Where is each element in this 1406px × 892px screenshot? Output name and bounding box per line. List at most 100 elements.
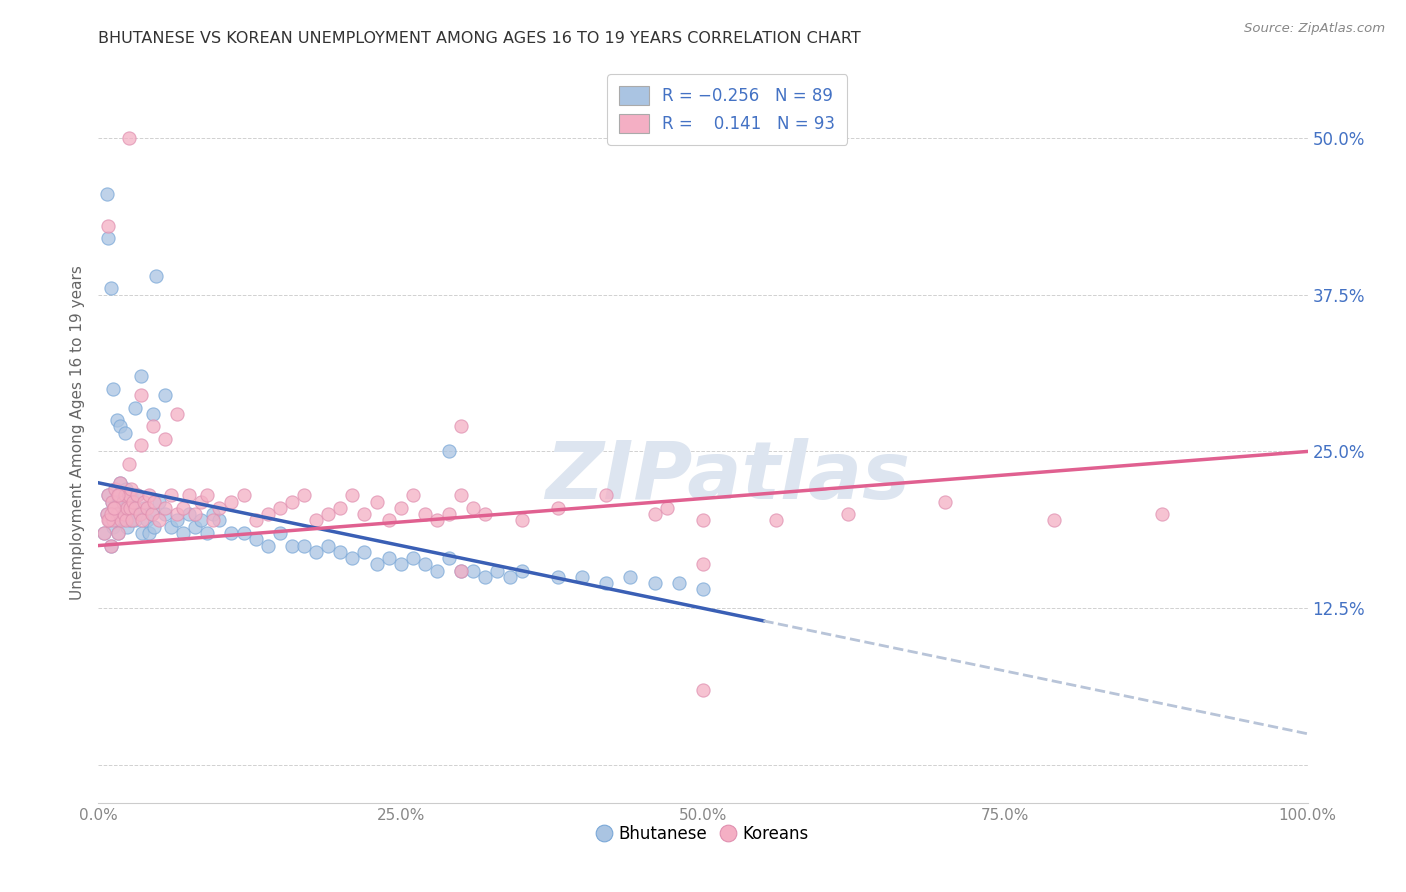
Point [655,500,678,515]
Point [208,513,231,527]
Point [329,545,352,559]
Point [117,500,139,515]
Point [595,576,617,591]
Point [103,500,125,515]
Point [221,526,243,541]
Point [138,526,160,541]
Point [692,513,714,527]
Point [232,526,254,541]
Point [305,545,328,559]
Point [232,488,254,502]
Point [138,488,160,502]
Point [127,488,149,502]
Point [463,564,485,578]
Point [104,482,127,496]
Point [118,494,141,508]
Point [305,513,328,527]
Point [281,494,304,508]
Point [366,494,388,508]
Point [103,500,125,515]
Point [100,281,122,295]
Point [118,488,141,502]
Point [463,500,485,515]
Point [437,551,460,566]
Point [153,507,176,521]
Point [108,419,131,434]
Point [269,526,291,541]
Point [114,425,136,440]
Point [131,526,153,541]
Point [134,500,156,515]
Point [107,526,129,541]
Point [329,500,352,515]
Point [426,564,449,578]
Point [108,475,131,490]
Point [195,488,218,502]
Point [118,130,141,145]
Point [269,500,291,515]
Point [97,219,120,233]
Point [644,507,666,521]
Point [1152,507,1174,521]
Point [402,551,425,566]
Point [510,564,533,578]
Point [142,419,165,434]
Point [402,488,425,502]
Point [281,539,304,553]
Point [160,488,183,502]
Point [474,570,496,584]
Point [160,520,183,534]
Point [353,545,375,559]
Point [118,457,141,471]
Point [97,488,120,502]
Point [450,419,472,434]
Point [135,513,157,527]
Point [98,513,121,527]
Point [426,513,449,527]
Point [100,539,122,553]
Point [450,564,472,578]
Point [143,520,166,534]
Point [93,526,115,541]
Point [101,382,124,396]
Point [117,520,139,534]
Point [316,507,339,521]
Point [366,558,388,572]
Point [195,526,218,541]
Point [316,539,339,553]
Point [121,513,143,527]
Point [245,533,267,547]
Point [101,513,124,527]
Point [256,539,278,553]
Point [166,507,188,521]
Point [619,570,641,584]
Point [179,488,201,502]
Point [437,507,460,521]
Point [98,513,121,527]
Point [105,413,128,427]
Point [571,570,593,584]
Point [166,407,188,421]
Point [129,388,152,402]
Point [128,507,150,521]
Point [96,507,118,521]
Point [121,507,143,521]
Point [100,507,122,521]
Point [107,488,129,502]
Point [112,507,135,521]
Point [110,513,132,527]
Point [377,513,399,527]
Legend: Bhutanese, Koreans: Bhutanese, Koreans [591,819,815,850]
Point [122,494,145,508]
Point [124,513,146,527]
Point [190,494,212,508]
Point [837,507,859,521]
Point [105,507,128,521]
Point [342,551,364,566]
Point [172,526,194,541]
Point [221,494,243,508]
Point [107,526,129,541]
Point [103,500,125,515]
Point [135,500,157,515]
Point [148,494,170,508]
